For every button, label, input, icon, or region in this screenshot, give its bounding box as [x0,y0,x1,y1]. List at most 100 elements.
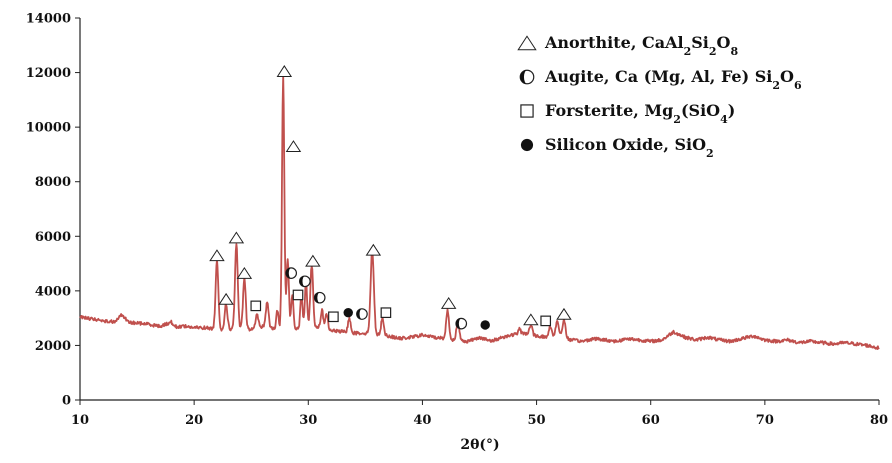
legend-formula-2-0: Mg [644,101,673,120]
marker-circle-half-15-fill [455,318,462,329]
legend-formula-0-5: 8 [730,45,738,58]
xrd-line [79,74,880,351]
legend-formula-1-1: 2 [772,79,780,92]
marker-triangle-2 [228,231,245,244]
x-tick-label-5: 60 [642,413,660,428]
marker-triangle-6-shape [305,254,321,267]
legend-name-0: Anorthite, [544,33,642,52]
marker-triangle-10 [556,307,572,320]
legend-triangle-symbol [517,35,537,51]
legend-formula-2-3: 4 [720,113,728,126]
marker-square-16-shape [250,300,262,312]
legend-formula-0-2: Si [691,33,709,52]
y-tick-label-6: 12000 [26,66,71,81]
marker-square-19 [380,307,392,319]
x-tick-label-2: 30 [299,413,317,428]
marker-triangle-7-shape [365,243,382,256]
xrd-series [79,74,880,351]
y-tick-label-2: 4000 [35,284,71,299]
legend-name-2: Forsterite, [545,101,644,120]
legend-name-1: Augite, [544,67,615,86]
marker-circle-half-13 [313,291,326,304]
marker-dot-21-shape [343,307,353,318]
legend-triangle-symbol-shape [517,35,537,51]
marker-triangle-1 [218,292,234,305]
marker-circle-half-12-fill [299,276,305,287]
marker-circle-half-11-fill [285,267,292,279]
legend-formula-0-4: O [717,33,731,52]
marker-triangle-3-shape [236,266,253,279]
legend-formula-2-4: ) [728,101,736,120]
legend-label-3: Silicon Oxide, SiO2 [545,135,714,160]
x-tick-label-1: 20 [185,413,203,428]
x-tick-label-0: 10 [71,413,89,428]
marker-triangle-0 [209,249,225,262]
marker-triangle-5 [285,140,302,152]
legend-circle-half-symbol [519,69,535,85]
marker-triangle-8 [440,296,457,309]
x-axis-title: 2θ(°) [460,437,499,453]
marker-triangle-5-shape [285,140,302,152]
legend-formula-1-3: 6 [794,79,802,92]
legend-circle-half-symbol-fill [520,70,527,84]
marker-triangle-9 [523,313,539,326]
x-tick-label-4: 50 [528,413,546,428]
legend-square-symbol [520,104,534,118]
x-tick-label-6: 70 [756,413,774,428]
y-tick-label-0: 0 [62,394,71,409]
marker-triangle-7 [365,243,382,256]
x-tick-label-3: 40 [413,413,431,428]
legend-square-symbol-shape [520,104,534,118]
marker-circle-half-14-fill [356,308,362,320]
legend-formula-2-1: 2 [673,113,681,126]
y-tick-label-5: 10000 [26,121,71,136]
legend-formula-1-0: Ca (Mg, Al, Fe) Si [615,67,772,86]
legend-name-3: Silicon Oxide, [545,135,674,154]
marker-square-17 [292,289,304,301]
marker-circle-half-15 [455,317,468,330]
marker-circle-half-14 [356,308,368,320]
marker-square-18-shape [328,311,339,323]
marker-triangle-1-shape [218,292,234,305]
marker-triangle-8-shape [440,296,457,309]
legend-formula-3-1: 2 [706,147,714,160]
y-tick-label-7: 14000 [26,12,71,27]
legend-formula-0-3: 2 [709,45,717,58]
marker-triangle-4-shape [276,65,293,77]
marker-square-20 [540,315,552,327]
marker-triangle-6 [305,254,321,267]
y-tick-label-3: 6000 [35,230,71,245]
marker-circle-half-12 [299,275,311,288]
legend-label-0: Anorthite, CaAl2Si2O8 [544,33,738,58]
legend-dot-symbol-shape [520,138,534,152]
marker-square-19-shape [380,307,392,319]
legend-label-1: Augite, Ca (Mg, Al, Fe) Si2O6 [544,67,802,92]
marker-square-17-shape [292,289,304,301]
marker-triangle-2-shape [228,231,245,244]
marker-dot-22 [480,320,490,330]
axes: 0 2000 4000 6000 8000 10000 12000 14000 10 20 30 40… [26,12,888,429]
marker-circle-half-13-fill [314,292,320,303]
legend-formula-2-2: (SiO [681,101,720,120]
marker-triangle-9-shape [523,313,539,326]
legend-formula-1-2: O [780,67,794,86]
y-tick-label-1: 2000 [35,339,71,354]
x-tick-label-7: 80 [870,413,888,428]
marker-dot-22-shape [480,320,490,330]
legend-formula-3-0: SiO [674,135,706,154]
marker-triangle-4 [276,65,293,77]
marker-square-16 [250,300,262,312]
legend-formula-0-0: CaAl [642,33,684,52]
marker-triangle-0-shape [209,249,225,262]
marker-triangle-10-shape [556,307,572,320]
marker-square-18 [328,311,339,323]
legend-formula-0-1: 2 [684,45,692,58]
phase-markers [209,65,572,330]
legend-dot-symbol [520,138,534,152]
marker-square-20-shape [540,315,552,327]
marker-dot-21 [343,307,353,318]
marker-circle-half-11 [285,267,298,279]
legend-label-2: Forsterite, Mg2(SiO4) [545,101,735,126]
